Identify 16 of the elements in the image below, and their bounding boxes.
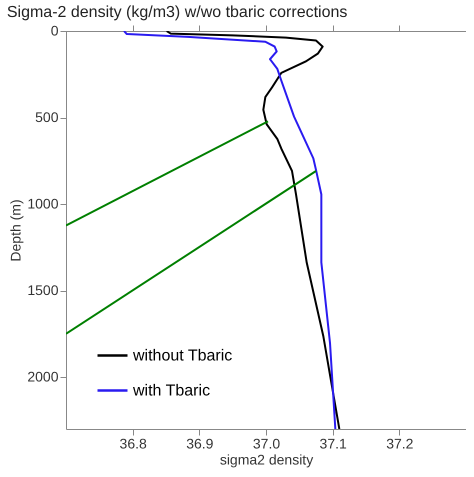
y-axis-title: Depth (m) [7,199,24,262]
x-tick-label: 37.2 [386,436,414,452]
x-tick-label: 37.0 [252,436,280,452]
chart-title: Sigma-2 density (kg/m3) w/wo tbaric corrections [6,4,348,21]
y-tick-label: 1000 [27,196,59,212]
y-tick-label: 1500 [27,282,59,298]
x-tick-label: 37.1 [320,436,348,452]
y-tick-label: 2000 [27,368,59,385]
x-tick-label: 36.8 [120,436,148,452]
y-tick-label: 0 [50,22,59,38]
y-tick-label: 500 [35,109,59,126]
legend-label: without Tbaric [132,348,232,364]
x-tick-label: 36.9 [186,436,214,452]
x-axis-title: sigma2 density [220,452,314,468]
legend-label: with Tbaric [132,382,210,400]
line-series [123,31,336,429]
